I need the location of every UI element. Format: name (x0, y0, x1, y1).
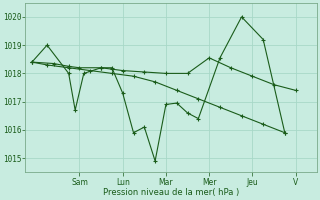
X-axis label: Pression niveau de la mer( hPa ): Pression niveau de la mer( hPa ) (103, 188, 239, 197)
